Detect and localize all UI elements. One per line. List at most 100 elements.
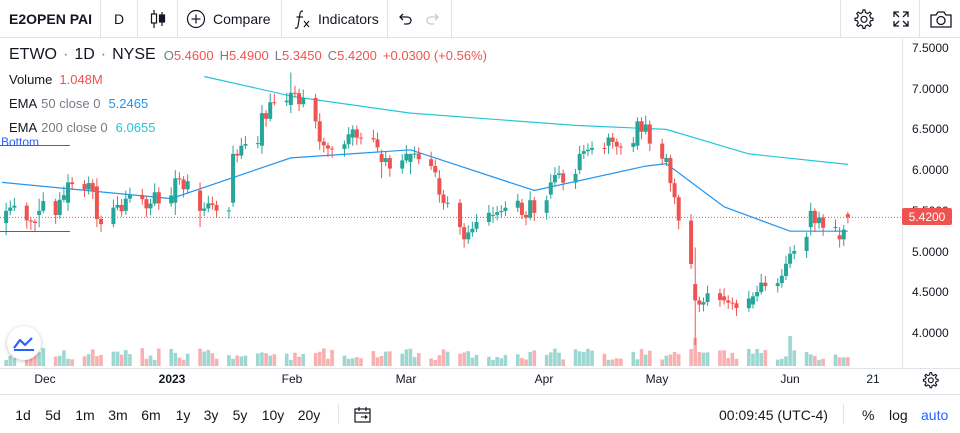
candle-body xyxy=(660,143,665,159)
indicators-label: Indicators xyxy=(318,11,379,27)
volume-bar xyxy=(590,350,594,366)
tradingview-logo-icon xyxy=(13,337,34,351)
candle-body xyxy=(730,302,735,304)
candle-body xyxy=(202,208,207,211)
candle-body xyxy=(697,300,702,305)
settings-button[interactable] xyxy=(852,0,874,38)
bottom-range-label[interactable]: Bottom xyxy=(1,135,40,149)
volume-bar xyxy=(544,354,549,366)
range-button-10y[interactable]: 10y xyxy=(261,406,285,423)
volume-bar xyxy=(62,350,66,366)
volume-bar xyxy=(821,358,825,366)
compare-button[interactable]: Compare xyxy=(186,0,271,38)
candle-body xyxy=(99,219,104,225)
volume-bar xyxy=(119,354,124,366)
candle-body xyxy=(812,210,817,224)
volume-bar xyxy=(260,352,264,366)
candlestick-icon xyxy=(150,10,166,28)
volume-bar xyxy=(780,358,784,366)
bottom-range-bottom-line[interactable] xyxy=(0,231,70,232)
volume-bar xyxy=(639,349,644,366)
volume-bar xyxy=(515,354,520,366)
time-tick: May xyxy=(645,372,669,386)
candle-body xyxy=(462,227,467,240)
price-chart[interactable] xyxy=(0,38,902,368)
candle-body xyxy=(717,293,722,300)
bottom-range-top-line[interactable] xyxy=(0,145,70,146)
range-button-3y[interactable]: 3y xyxy=(203,406,219,423)
candle-body xyxy=(668,157,673,184)
symbol-button[interactable]: E2OPEN PAI xyxy=(9,0,92,38)
candle-body xyxy=(837,235,842,240)
screenshot-button[interactable] xyxy=(929,0,953,38)
ema200-legend[interactable]: EMA 200 close 0 6.0655 xyxy=(9,120,155,135)
candle-body xyxy=(214,205,219,211)
volume-bar xyxy=(284,353,289,366)
fullscreen-button[interactable] xyxy=(891,0,911,38)
volume-bar xyxy=(206,349,211,366)
axis-settings-button[interactable] xyxy=(921,371,939,394)
volume-bar xyxy=(293,352,297,366)
log-toggle[interactable]: log xyxy=(889,406,908,423)
range-button-5y[interactable]: 5y xyxy=(232,406,248,423)
range-button-3m[interactable]: 3m xyxy=(108,406,128,423)
candle-body xyxy=(429,159,434,167)
volume-bar xyxy=(466,351,471,366)
volume-bar xyxy=(470,357,475,366)
candle-body xyxy=(416,153,421,160)
volume-bar xyxy=(235,355,239,366)
close-label: C xyxy=(327,47,338,63)
toolbar-divider xyxy=(177,0,178,38)
candle-body xyxy=(82,184,87,190)
range-button-1m[interactable]: 1m xyxy=(75,406,95,423)
volume-bar xyxy=(350,358,355,366)
volume-bar xyxy=(664,355,669,366)
volume-legend[interactable]: Volume 1.048M xyxy=(9,72,103,87)
volume-bar xyxy=(4,360,8,366)
candle-body xyxy=(301,97,306,105)
volume-bar xyxy=(837,357,842,366)
candle-body xyxy=(61,195,66,200)
time-tick: Apr xyxy=(534,372,554,386)
candle-body xyxy=(371,138,376,140)
candle-body xyxy=(750,296,755,305)
candle-body xyxy=(259,113,264,146)
volume-bar xyxy=(202,351,206,366)
fullscreen-icon xyxy=(893,11,909,27)
legend-ticker: ETWO xyxy=(9,46,57,63)
volume-bar xyxy=(379,355,384,366)
open-value: 5.4600 xyxy=(173,47,214,63)
close-value: 5.4200 xyxy=(337,47,377,63)
open-label: O xyxy=(163,47,174,63)
range-button-5d[interactable]: 5d xyxy=(45,406,61,423)
clock-time[interactable]: 00:09:45 (UTC-4) xyxy=(719,406,828,423)
candle-body xyxy=(585,149,590,152)
volume-bar xyxy=(86,354,91,366)
range-button-6m[interactable]: 6m xyxy=(141,406,161,423)
candle-body xyxy=(433,166,438,173)
indicators-button[interactable]: Indicators xyxy=(292,0,379,38)
range-button-1y[interactable]: 1y xyxy=(175,406,191,423)
volume-bar xyxy=(111,351,116,366)
goto-date-button[interactable] xyxy=(353,395,373,433)
undo-button[interactable] xyxy=(396,0,414,38)
volume-value: 1.048M xyxy=(59,72,103,87)
volume-bar xyxy=(631,351,636,366)
toolbar-divider xyxy=(840,0,841,38)
auto-toggle[interactable]: auto xyxy=(921,406,949,423)
range-button-20y[interactable]: 20y xyxy=(297,406,321,423)
ema50-legend[interactable]: EMA 50 close 0 5.2465 xyxy=(9,96,148,111)
volume-bar xyxy=(95,356,99,366)
candle-body xyxy=(346,134,351,145)
interval-button[interactable]: D xyxy=(114,0,124,38)
volume-bar xyxy=(437,355,442,366)
redo-button[interactable] xyxy=(424,0,442,38)
legend-dot: · xyxy=(63,46,69,63)
candle-style-button[interactable] xyxy=(149,0,167,38)
candle-body xyxy=(548,182,553,195)
candle-body xyxy=(152,192,157,204)
logo-button[interactable] xyxy=(7,326,41,360)
percent-toggle[interactable]: % xyxy=(862,406,875,423)
candle-body xyxy=(57,199,62,215)
range-button-1d[interactable]: 1d xyxy=(15,406,31,423)
